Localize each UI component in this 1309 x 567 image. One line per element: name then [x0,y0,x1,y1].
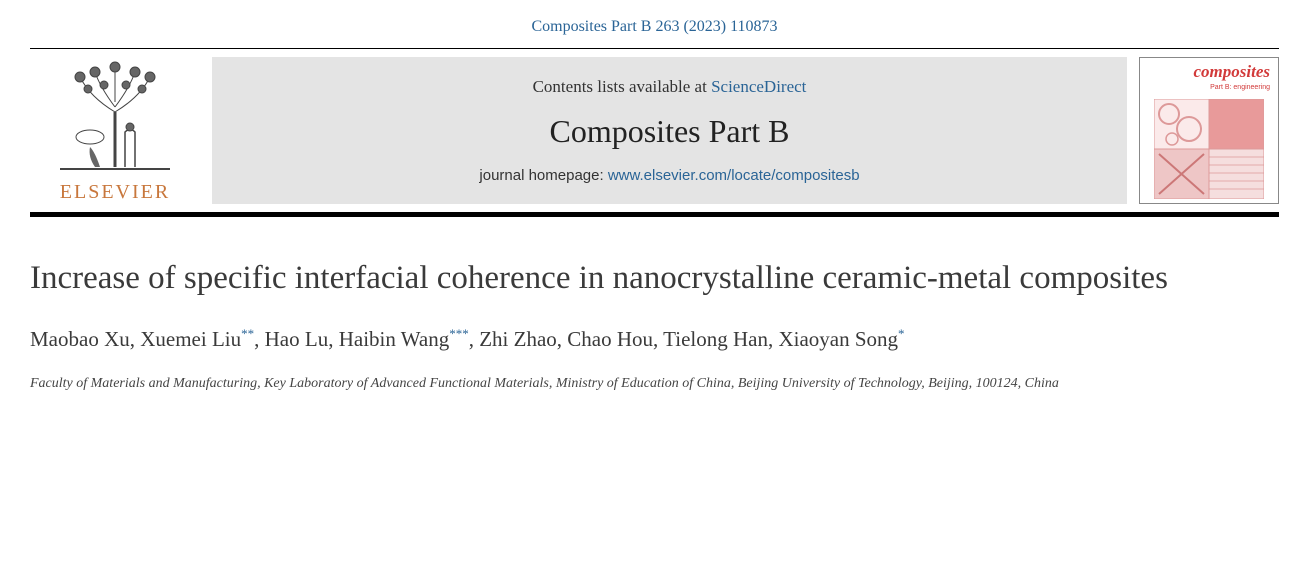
header-banner: ELSEVIER Contents lists available at Sci… [30,49,1279,212]
author: Zhi Zhao [479,327,557,351]
corr-mark[interactable]: ** [241,326,254,341]
author: Maobao Xu [30,327,130,351]
author: Tielong Han [663,327,768,351]
journal-cover: composites Part B: engineering [1139,57,1279,204]
article-title: Increase of specific interfacial coheren… [30,257,1279,300]
cover-art-icon [1154,99,1264,199]
citation-link[interactable]: Composites Part B 263 (2023) 110873 [531,18,777,35]
authors-list: Maobao Xu, Xuemei Liu**, Hao Lu, Haibin … [30,324,1279,356]
author: Haibin Wang*** [339,327,469,351]
cover-subtitle: Part B: engineering [1210,84,1270,91]
homepage-link[interactable]: www.elsevier.com/locate/compositesb [608,167,860,184]
corr-mark[interactable]: * [898,326,905,341]
sciencedirect-link[interactable]: ScienceDirect [711,77,806,96]
divider-thick [30,212,1279,217]
author: Chao Hou [567,327,653,351]
citation-year: (2023) [683,18,726,35]
publisher-logo-block: ELSEVIER [30,57,200,204]
contents-prefix: Contents lists available at [533,77,711,96]
affiliation: Faculty of Materials and Manufacturing, … [30,373,1279,394]
citation-volume: 263 [655,18,679,35]
journal-name: Composites Part B [549,113,789,150]
elsevier-tree-icon [40,57,190,177]
homepage-prefix: journal homepage: [479,167,607,184]
author: Xiaoyan Song* [778,327,904,351]
citation-header: Composites Part B 263 (2023) 110873 [30,10,1279,48]
publisher-name: ELSEVIER [60,181,170,204]
citation-journal: Composites Part B [531,18,651,35]
author: Xuemei Liu** [140,327,254,351]
citation-artnum: 110873 [730,18,777,35]
author: Hao Lu [265,327,329,351]
banner-center: Contents lists available at ScienceDirec… [212,57,1127,204]
homepage-line: journal homepage: www.elsevier.com/locat… [479,167,859,184]
corr-mark[interactable]: *** [449,326,469,341]
contents-line: Contents lists available at ScienceDirec… [533,77,807,97]
cover-title: composites [1194,62,1271,82]
